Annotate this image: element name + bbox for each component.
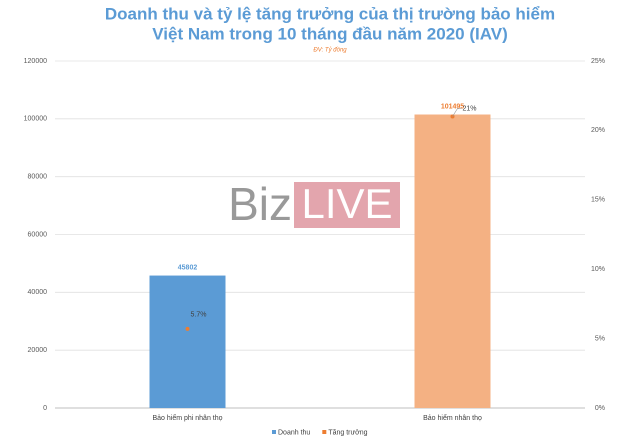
x-tick-label: Bảo hiểm phi nhân thọ (152, 414, 222, 422)
legend-label: Tăng trưởng (328, 428, 367, 436)
bar (414, 114, 491, 409)
legend-swatch (322, 430, 327, 434)
y2-tick-label: 25% (591, 58, 605, 65)
bar-value-label: 101495 (441, 103, 464, 110)
point (185, 326, 190, 331)
x-tick-label: Bảo hiểm nhân thọ (423, 414, 482, 422)
y2-tick-label: 5% (595, 335, 605, 342)
y-tick-label: 40000 (28, 289, 48, 296)
bar (149, 275, 226, 408)
y-tick-label: 100000 (24, 116, 47, 123)
legend-label: Doanh thu (278, 429, 310, 436)
chart-title: Doanh thu và tỷ lệ tăng trưởng của thị t… (105, 4, 555, 23)
legend-swatch (272, 430, 276, 434)
watermark: Biz (228, 178, 292, 230)
point-label: 21% (463, 105, 477, 112)
y-tick-label: 60000 (28, 231, 48, 238)
watermark: LIVE (301, 180, 392, 227)
bar-value-label: 45802 (178, 264, 198, 271)
y-tick-label: 120000 (24, 58, 47, 65)
point-label: 5.7% (191, 312, 207, 319)
y-tick-label: 0 (43, 405, 47, 412)
chart-subtitle: ĐV: Tỷ đồng (313, 47, 347, 54)
y2-tick-label: 15% (591, 197, 605, 204)
chart-title: Việt Nam trong 10 tháng đầu năm 2020 (IA… (152, 24, 508, 43)
y-tick-label: 20000 (28, 347, 48, 354)
y2-tick-label: 10% (591, 266, 605, 273)
y2-tick-label: 20% (591, 127, 605, 134)
watermark-box (294, 182, 400, 228)
y-tick-label: 80000 (28, 174, 48, 181)
leader-line (452, 108, 462, 117)
y2-tick-label: 0% (595, 405, 605, 412)
